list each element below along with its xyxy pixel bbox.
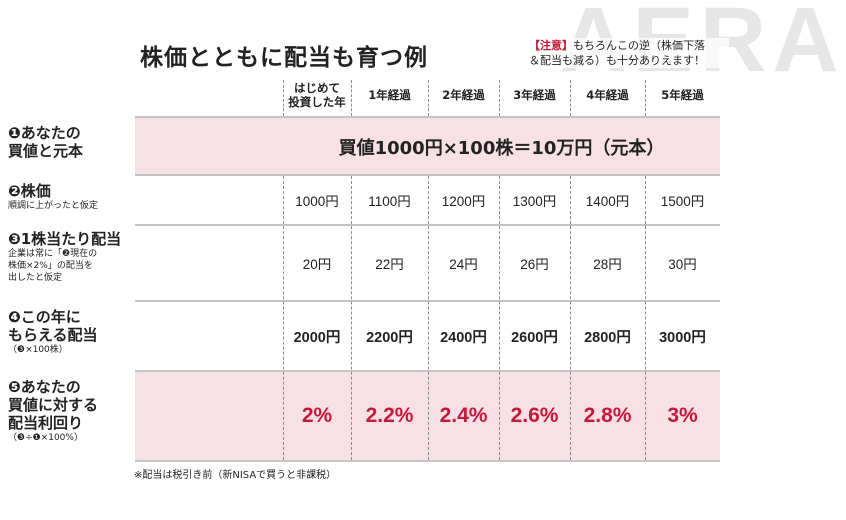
- column-header-year4: 4年経過: [586, 88, 629, 102]
- total-cell: 2600円: [511, 329, 558, 346]
- yield-cell: 2.8%: [583, 404, 632, 427]
- price-cell: 1200円: [441, 194, 486, 209]
- column-header-year1: 1年経過: [368, 88, 411, 102]
- row-yield-bg: [135, 370, 720, 460]
- caution-tag: 【注意】: [529, 39, 573, 52]
- total-cell: 2200円: [366, 329, 413, 346]
- yield-cell: 2%: [301, 404, 333, 427]
- yield-cell: 2.2%: [365, 404, 414, 427]
- caution-text-line1: もちろんこの逆（株価下落: [573, 39, 705, 52]
- column-header-year2: 2年経過: [442, 88, 485, 102]
- row-label-total: ❹この年に もらえる配当 （❸×100株）: [8, 308, 98, 355]
- dividend-cell: 28円: [593, 257, 622, 272]
- row-divider: [135, 460, 720, 462]
- row-label-price: ❷株価 順調に上がったと仮定: [8, 182, 99, 211]
- purchase-summary: 買値1000円×100株＝10万円（元本）: [338, 138, 665, 159]
- column-divider: [570, 176, 571, 460]
- column-divider: [499, 80, 500, 116]
- dividend-cell: 30円: [668, 257, 697, 272]
- column-divider: [283, 80, 284, 116]
- price-cell: 1400円: [585, 194, 630, 209]
- row-purchase-bg: [135, 118, 720, 174]
- row-divider: [135, 116, 720, 118]
- column-divider: [570, 80, 571, 116]
- row-divider: [135, 300, 720, 302]
- total-cell: 3000円: [659, 329, 706, 346]
- row-divider: [135, 174, 720, 176]
- price-cell: 1100円: [368, 194, 411, 209]
- column-divider: [428, 176, 429, 460]
- page-title: 株価とともに配当も育つ例: [140, 45, 428, 71]
- column-divider: [283, 176, 284, 460]
- column-header-year3: 3年経過: [513, 88, 556, 102]
- total-cell: 2800円: [584, 329, 631, 346]
- price-cell: 1500円: [660, 194, 705, 209]
- dividend-cell: 24円: [449, 257, 478, 272]
- row-label-dividend: ❸1株当たり配当 企業は常に「❷現在の 株価×2%」の配当を 出したと仮定: [8, 230, 122, 283]
- dividend-cell: 20円: [302, 257, 332, 272]
- row-divider: [135, 370, 720, 372]
- column-divider: [351, 176, 352, 460]
- dividend-cell: 22円: [375, 257, 404, 272]
- column-divider: [351, 80, 352, 116]
- column-divider: [499, 176, 500, 460]
- column-divider: [645, 80, 646, 116]
- column-header-year5: 5年経過: [661, 88, 704, 102]
- total-cell: 2000円: [293, 329, 341, 346]
- row-label-purchase: ❶あなたの 買値と元本: [8, 124, 84, 160]
- column-divider: [645, 176, 646, 460]
- price-cell: 1000円: [295, 194, 339, 209]
- yield-cell: 2.4%: [439, 404, 488, 427]
- caution-text-line2: ＆配当も減る）も十分ありえます！: [529, 54, 705, 67]
- column-header-start: はじめて 投資した年: [288, 81, 346, 109]
- dividend-cell: 26円: [520, 257, 549, 272]
- caution-note: 【注意】もちろんこの逆（株価下落 ＆配当も減る）も十分ありえます！: [529, 38, 729, 68]
- row-label-yield: ❺あなたの 買値に対する 配当利回り （❸÷❶×100%）: [8, 378, 99, 443]
- total-cell: 2400円: [440, 329, 487, 346]
- column-divider: [428, 80, 429, 116]
- footnote: ※配当は税引き前（新NISAで買うと非課税）: [134, 470, 337, 481]
- row-divider: [135, 224, 720, 226]
- price-cell: 1300円: [512, 194, 557, 209]
- yield-cell: 2.6%: [510, 404, 559, 427]
- yield-cell: 3%: [667, 404, 698, 427]
